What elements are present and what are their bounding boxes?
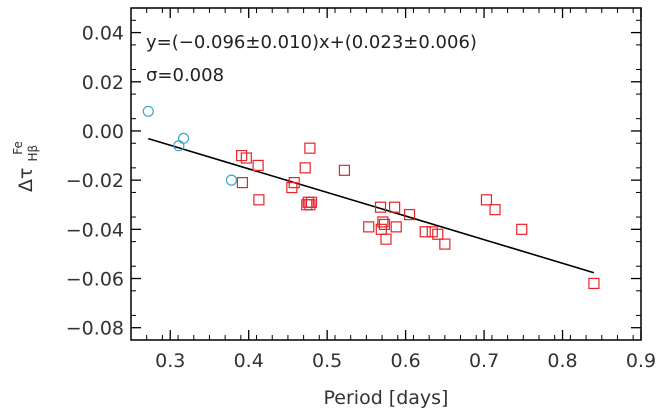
x-tick-label: 0.7 [469, 350, 499, 372]
x-tick-label: 0.5 [312, 350, 342, 372]
y-tick-label: 0.04 [82, 23, 124, 45]
y-tick-label: −0.02 [66, 170, 124, 192]
square-point [390, 221, 402, 233]
square-point [374, 201, 387, 213]
square-point [489, 204, 501, 216]
circle-point [177, 132, 190, 144]
square-point [338, 164, 351, 176]
y-axis-title-subscript: Hβ [26, 145, 40, 162]
sigma-annotation: σ=0.008 [146, 65, 224, 86]
y-axis-ticks: 0.04 0.02 0.00 −0.02 −0.04 −0.06 −0.08 [66, 19, 641, 340]
y-axis-title-superscript: Fe [11, 141, 25, 155]
square-point [480, 194, 493, 206]
svg-text:Δτ Hβ Fe: Δτ Hβ Fe [11, 139, 42, 192]
y-tick-label: −0.06 [66, 269, 124, 291]
square-point [403, 208, 416, 221]
fit-equation-annotation: y=(−0.096±0.010)x+(0.023±0.006) [146, 32, 477, 53]
square-point [304, 199, 316, 211]
square-point [439, 238, 451, 250]
x-tick-label: 0.9 [626, 350, 656, 372]
x-axis-ticks: 0.3 0.4 0.5 0.6 0.7 0.8 0.9 [146, 8, 656, 372]
square-point [363, 221, 375, 233]
plot-frame [130, 7, 642, 341]
y-tick-label: −0.04 [66, 219, 124, 241]
circle-point [173, 140, 185, 152]
square-point [389, 201, 401, 213]
square-point [304, 142, 316, 154]
square-point [419, 226, 431, 238]
circle-point [142, 105, 154, 117]
x-tick-label: 0.6 [391, 350, 421, 372]
circle-point [225, 174, 238, 186]
square-point [252, 159, 264, 171]
square-point [516, 223, 528, 235]
y-tick-label: 0.02 [82, 72, 124, 94]
square-point [380, 233, 392, 245]
square-point [432, 228, 444, 240]
square-point [288, 177, 300, 189]
x-tick-label: 0.3 [155, 350, 185, 372]
square-point [378, 218, 391, 231]
square-point [236, 177, 249, 189]
x-tick-label: 0.8 [547, 350, 577, 372]
x-tick-label: 0.4 [234, 350, 264, 372]
square-point [305, 196, 318, 208]
square-point [240, 152, 252, 164]
fit-line [148, 137, 595, 274]
square-point [253, 194, 265, 206]
y-tick-label: 0.00 [82, 121, 124, 143]
square-point [299, 162, 311, 174]
y-tick-label: −0.08 [66, 318, 124, 340]
y-axis-title: Δτ Hβ Fe [11, 139, 42, 192]
x-axis-title: Period [days] [324, 387, 449, 409]
square-point [377, 216, 389, 228]
square-point [588, 277, 600, 290]
data-points [142, 105, 600, 290]
y-axis-title-main: Δτ [15, 168, 37, 192]
